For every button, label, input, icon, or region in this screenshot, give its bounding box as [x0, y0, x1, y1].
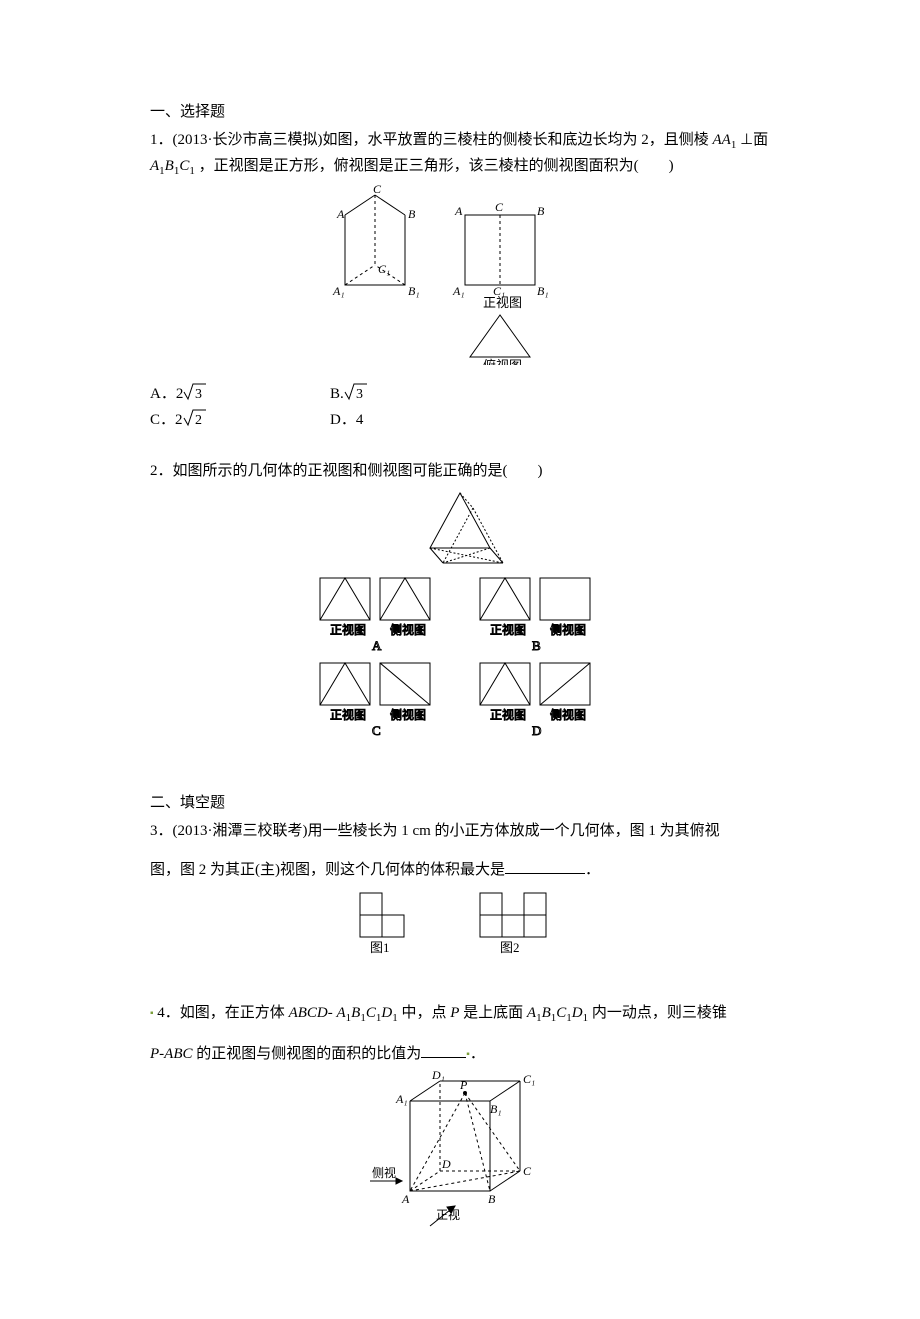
q4-p2: P [150, 1046, 159, 1062]
sqrt-icon: 3 [183, 382, 207, 402]
svg-text:A: A [401, 1192, 410, 1206]
svg-text:正视: 正视 [436, 1207, 460, 1222]
q1-opt-d: D．4 [330, 408, 510, 434]
svg-text:3: 3 [195, 387, 202, 402]
svg-text:P: P [459, 1078, 468, 1092]
svg-text:A: A [372, 638, 382, 653]
section-1-title: 一、选择题 [150, 100, 770, 126]
svg-text:图1: 图1 [370, 940, 390, 955]
q4-line2c: 的正视图与侧视图的面积的比值为 [196, 1046, 421, 1062]
q1-opt-c: C．22 [150, 408, 330, 434]
svg-text:A₁: A₁ [452, 284, 465, 298]
sqrt-icon: 2 [183, 408, 207, 428]
svg-text:C₁: C₁ [523, 1072, 535, 1086]
svg-text:B₁: B₁ [408, 284, 420, 298]
svg-text:D: D [441, 1157, 451, 1171]
svg-text:C: C [373, 185, 382, 196]
q1-stem: 1．(2013·长沙市高三模拟)如图，水平放置的三棱柱的侧棱长和底边长均为 2，… [150, 132, 713, 148]
q1-options-row2: C．22 D．4 [150, 408, 770, 434]
svg-text:侧视图: 侧视图 [550, 622, 586, 637]
svg-text:A₁: A₁ [395, 1092, 408, 1106]
question-2: 2．如图所示的几何体的正视图和侧视图可能正确的是( ) [150, 459, 770, 485]
svg-text:正视图: 正视图 [483, 295, 522, 310]
section-2-title: 二、填空题 [150, 791, 770, 817]
q1-opt-b: B.3 [330, 382, 510, 408]
q4-abc: ABC [164, 1046, 192, 1062]
svg-text:A₁: A₁ [332, 284, 345, 298]
q4-figure: A B C D A₁ B₁ C₁ D₁ P 侧视 正视 [150, 1071, 770, 1251]
svg-text:2: 2 [195, 413, 202, 428]
q1-stem3: ，正视图是正方形，俯视图是正三角形，该三棱柱的侧视图面积为( ) [199, 158, 674, 174]
svg-text:C: C [523, 1164, 532, 1178]
sqrt-icon: 3 [344, 382, 368, 402]
q1-a1b1c1: A1B1C1 [150, 158, 195, 174]
svg-text:俯视图: 俯视图 [483, 358, 522, 365]
svg-text:B₁: B₁ [490, 1102, 502, 1116]
answer-blank [505, 858, 585, 874]
q1-opt-a: A．23 [150, 382, 330, 408]
svg-text:正视图: 正视图 [490, 707, 526, 722]
q4-p: P [450, 1005, 459, 1021]
question-3: 3．(2013·湘潭三校联考)用一些棱长为 1 cm 的小正方体放成一个几何体，… [150, 819, 770, 884]
svg-text:正视图: 正视图 [490, 622, 526, 637]
svg-text:3: 3 [356, 387, 363, 402]
q4-dash: - [328, 1005, 333, 1021]
svg-text:B: B [488, 1192, 496, 1206]
svg-text:图2: 图2 [500, 940, 520, 955]
svg-text:正视图: 正视图 [330, 622, 366, 637]
svg-text:D: D [532, 723, 541, 738]
q1-stem2: ⊥面 [740, 132, 768, 148]
svg-text:B₁: B₁ [537, 284, 549, 298]
q4-stem3: 是上底面 [463, 1005, 527, 1021]
q4-stem2: 中，点 [401, 1005, 450, 1021]
svg-text:侧视图: 侧视图 [390, 622, 426, 637]
svg-text:侧视图: 侧视图 [550, 707, 586, 722]
svg-text:B: B [408, 207, 416, 221]
svg-text:D₁: D₁ [431, 1071, 445, 1082]
q3-line2: 图，图 2 为其正(主)视图，则这个几何体的体积最大是． [150, 858, 770, 884]
q1-options-row1: A．23 B.3 [150, 382, 770, 408]
q2-figure: 正视图 侧视图 A 正视图 侧视图 B 正视图 侧视图 C 正视图 侧视图 D [150, 488, 770, 758]
svg-text:B: B [537, 204, 545, 218]
answer-blank [421, 1042, 466, 1058]
svg-text:A: A [336, 207, 345, 221]
svg-text:侧视: 侧视 [372, 1165, 396, 1180]
svg-text:正视图: 正视图 [330, 707, 366, 722]
q4-a1b1c1d1: A1B1C1D1 [336, 1005, 397, 1021]
q4-stem1: 4．如图，在正方体 [157, 1005, 288, 1021]
svg-text:A: A [454, 204, 463, 218]
q4-stem4: 内一动点，则三棱锥 [592, 1005, 727, 1021]
question-1: 1．(2013·长沙市高三模拟)如图，水平放置的三棱柱的侧棱长和底边长均为 2，… [150, 128, 770, 181]
q3-line1: 3．(2013·湘潭三校联考)用一些棱长为 1 cm 的小正方体放成一个几何体，… [150, 819, 770, 845]
q1-figure: A B C A₁ B₁ C₁ A C B A₁ C₁ B₁ 正视图 俯视图 [150, 185, 770, 375]
svg-text:C: C [495, 200, 504, 214]
q1-aa1: AA1 [713, 132, 737, 148]
svg-text:B: B [532, 638, 541, 653]
q4-top-face: A1B1C1D1 [527, 1005, 588, 1021]
svg-text:C: C [372, 723, 381, 738]
q3-figure: 图1 图2 [150, 888, 770, 968]
svg-text:侧视图: 侧视图 [390, 707, 426, 722]
q4-abcd: ABCD [289, 1005, 328, 1021]
bullet-icon: ▪ [150, 1008, 154, 1019]
svg-text:C₁: C₁ [378, 262, 390, 276]
question-4: ▪ 4．如图，在正方体 ABCD- A1B1C1D1 中，点 P 是上底面 A1… [150, 1001, 770, 1067]
